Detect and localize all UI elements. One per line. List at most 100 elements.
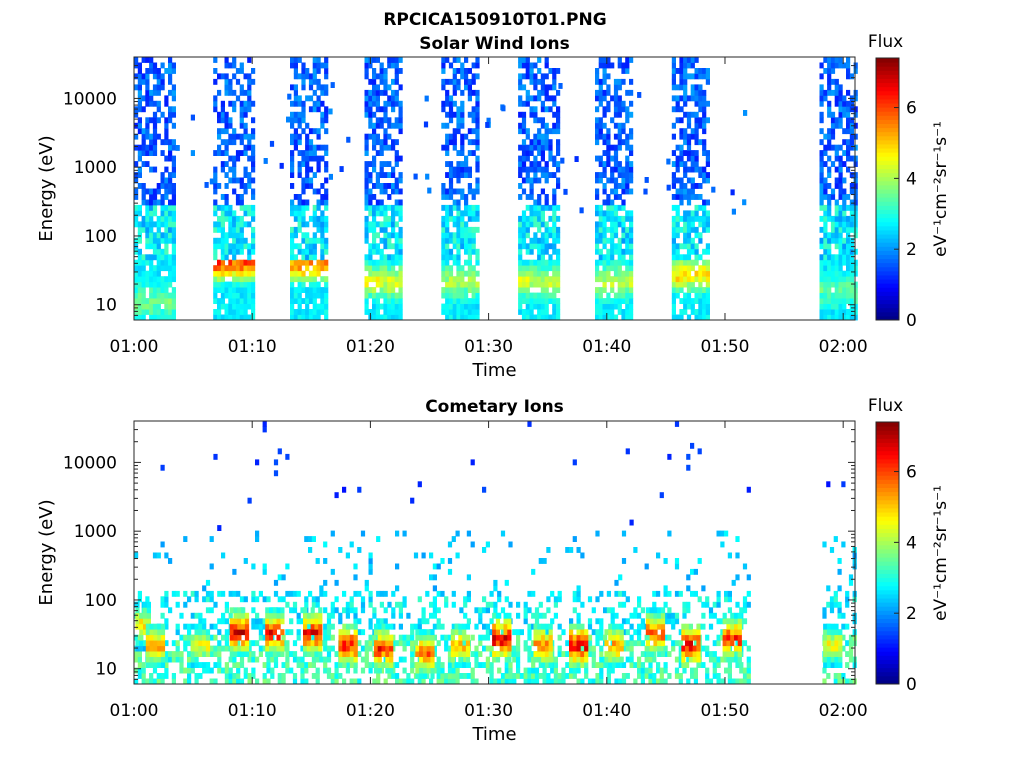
heatmap-cell bbox=[220, 298, 225, 304]
heatmap-cell bbox=[141, 106, 146, 113]
heatmap-cell bbox=[213, 199, 218, 206]
heatmap-cell bbox=[518, 183, 523, 189]
heatmap-cell bbox=[316, 237, 321, 244]
heatmap-cell bbox=[445, 243, 450, 250]
heatmap-cell bbox=[493, 678, 498, 685]
heatmap-cell bbox=[243, 558, 248, 564]
heatmap-cell bbox=[595, 177, 600, 184]
heatmap-cell bbox=[379, 221, 384, 228]
heatmap-cell bbox=[391, 303, 396, 310]
heatmap-cell bbox=[168, 177, 173, 184]
heatmap-cell bbox=[190, 667, 195, 674]
heatmap-cell bbox=[305, 254, 310, 261]
heatmap-cell bbox=[228, 133, 233, 140]
heatmap-cell bbox=[853, 161, 858, 167]
heatmap-cell bbox=[834, 259, 839, 266]
heatmap-cell bbox=[853, 62, 858, 69]
colorbar-swatch bbox=[876, 164, 899, 170]
heatmap-cell bbox=[621, 590, 627, 597]
heatmap-cell bbox=[168, 298, 173, 304]
heatmap-cell bbox=[829, 547, 835, 553]
heatmap-cell bbox=[518, 95, 523, 102]
heatmap-cell bbox=[671, 309, 676, 315]
heatmap-cell bbox=[533, 133, 538, 140]
heatmap-cell bbox=[164, 596, 169, 603]
heatmap-cell bbox=[213, 287, 218, 293]
heatmap-cell bbox=[548, 254, 553, 261]
heatmap-cell bbox=[830, 303, 836, 310]
heatmap-cell bbox=[315, 667, 320, 674]
heatmap-cell bbox=[235, 95, 241, 102]
heatmap-cell bbox=[220, 314, 225, 321]
heatmap-cell bbox=[456, 128, 461, 135]
heatmap-cell bbox=[228, 177, 233, 184]
heatmap-cell bbox=[312, 292, 317, 299]
heatmap-cell bbox=[171, 161, 176, 167]
heatmap-cell bbox=[149, 662, 154, 668]
heatmap-cell bbox=[383, 89, 388, 96]
heatmap-cell bbox=[460, 303, 465, 310]
heatmap-cell bbox=[364, 585, 369, 592]
heatmap-cell bbox=[368, 199, 373, 206]
heatmap-cell bbox=[183, 640, 188, 647]
heatmap-cell bbox=[314, 640, 319, 647]
heatmap-cell bbox=[464, 68, 469, 74]
heatmap-cell bbox=[617, 298, 622, 304]
heatmap-cell bbox=[149, 150, 154, 156]
heatmap-cell bbox=[610, 303, 615, 310]
heatmap-cell bbox=[537, 276, 542, 283]
heatmap-cell bbox=[556, 161, 561, 167]
heatmap-cell bbox=[232, 161, 237, 167]
heatmap-cell bbox=[324, 68, 329, 74]
heatmap-cell bbox=[160, 139, 165, 146]
heatmap-cell bbox=[301, 215, 306, 222]
heatmap-cell bbox=[175, 629, 180, 636]
heatmap-cell bbox=[533, 161, 538, 167]
heatmap-cell bbox=[683, 188, 688, 195]
heatmap-cell bbox=[466, 673, 471, 679]
heatmap-cell bbox=[387, 232, 392, 239]
heatmap-cell bbox=[708, 656, 714, 663]
heatmap-cell bbox=[629, 177, 634, 184]
heatmap-cell bbox=[493, 607, 498, 614]
heatmap-cell bbox=[671, 150, 676, 156]
heatmap-cell bbox=[149, 89, 154, 96]
heatmap-cell bbox=[183, 678, 188, 685]
heatmap-cell bbox=[145, 629, 150, 636]
heatmap-cell bbox=[485, 656, 490, 663]
heatmap-cell bbox=[141, 199, 146, 206]
heatmap-cell bbox=[693, 673, 698, 679]
heatmap-cell bbox=[301, 309, 306, 315]
heatmap-cell bbox=[364, 172, 369, 178]
heatmap-cell bbox=[529, 298, 534, 304]
heatmap-cell bbox=[297, 281, 302, 288]
heatmap-cell bbox=[621, 259, 626, 266]
heatmap-cell bbox=[233, 634, 238, 641]
heatmap-cell bbox=[383, 128, 388, 135]
heatmap-cell bbox=[232, 221, 237, 228]
heatmap-cell bbox=[152, 265, 158, 272]
heatmap-cell bbox=[293, 298, 298, 304]
heatmap-cell bbox=[544, 287, 549, 293]
heatmap-cell bbox=[391, 243, 396, 250]
heatmap-cell bbox=[652, 590, 657, 597]
heatmap-cell bbox=[168, 309, 173, 315]
heatmap-cell bbox=[720, 634, 725, 641]
heatmap-cell bbox=[228, 155, 233, 162]
heatmap-cell bbox=[698, 139, 703, 146]
heatmap-cell bbox=[613, 144, 619, 151]
heatmap-cell bbox=[241, 607, 246, 614]
x-tick-label: 01:30 bbox=[464, 337, 513, 357]
heatmap-cell bbox=[525, 150, 530, 156]
heatmap-cell bbox=[145, 651, 150, 657]
heatmap-cell bbox=[823, 270, 828, 277]
heatmap-cell bbox=[598, 270, 603, 277]
heatmap-cell bbox=[637, 634, 642, 641]
heatmap-cell bbox=[168, 204, 173, 211]
heatmap-cell bbox=[537, 68, 542, 74]
heatmap-cell bbox=[379, 259, 384, 266]
heatmap-cell bbox=[705, 634, 710, 641]
heatmap-cell bbox=[595, 95, 600, 102]
heatmap-cell bbox=[228, 215, 233, 222]
heatmap-cell bbox=[712, 656, 717, 663]
